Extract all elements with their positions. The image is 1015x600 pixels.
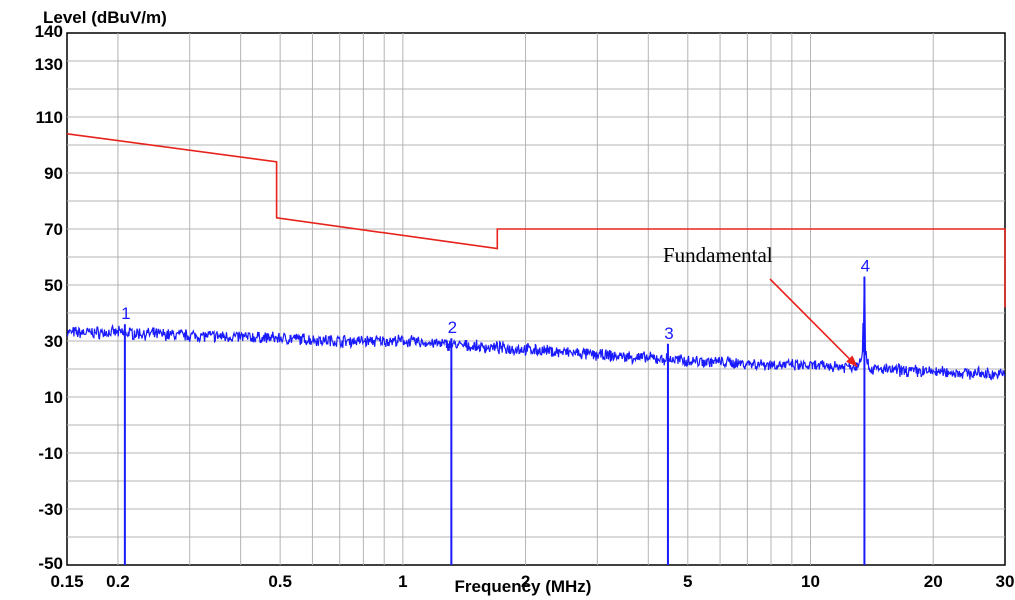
annotation-arrow — [769, 278, 858, 368]
marker-label: 1 — [121, 304, 130, 323]
marker-label: 2 — [448, 318, 457, 337]
x-tick-label: 2 — [521, 572, 530, 591]
y-tick-label: 30 — [44, 332, 63, 351]
marker-1: 1 — [121, 304, 131, 565]
marker-label: 3 — [664, 324, 673, 343]
y-tick-label: -30 — [38, 500, 63, 519]
y-tick-label: 50 — [44, 276, 63, 295]
x-tick-label: 5 — [683, 572, 692, 591]
x-tick-label: 0.5 — [268, 572, 292, 591]
marker-2: 2 — [448, 318, 457, 565]
limit-line — [66, 133, 1006, 308]
y-tick-label: 130 — [35, 55, 63, 74]
y-tick-label: 110 — [36, 108, 63, 127]
annotations-layer: Fundamental — [663, 243, 858, 368]
x-tick-label: 20 — [924, 572, 943, 591]
marker-4: 4 — [861, 257, 870, 565]
y-tick-label: 90 — [44, 164, 63, 183]
y-tick-labels: -50 -30 -10 10 30 50 70 90 110 130 140 — [35, 22, 63, 573]
marker-3: 3 — [664, 324, 674, 565]
x-tick-label: 0.2 — [106, 572, 130, 591]
y-tick-label: -50 — [38, 554, 63, 573]
x-tick-labels: 0.15 0.2 0.5 1 2 5 10 20 30 — [50, 572, 1014, 591]
x-tick-label: 0.15 — [50, 572, 83, 591]
y-axis-label: Level (dBuV/m) — [43, 8, 167, 27]
y-tick-label: 70 — [44, 220, 63, 239]
x-tick-label: 10 — [801, 572, 820, 591]
marker-label: 4 — [861, 257, 870, 276]
annotation-fundamental: Fundamental — [663, 243, 858, 368]
x-axis-label: Frequency (MHz) — [455, 577, 592, 596]
y-tick-label: 10 — [44, 388, 63, 407]
y-tick-label: 140 — [35, 22, 63, 41]
markers-layer: 1 2 3 4 — [121, 257, 870, 565]
y-tick-label: -10 — [38, 444, 63, 463]
x-tick-label: 30 — [996, 572, 1015, 591]
plot-frame — [66, 32, 1006, 566]
x-tick-label: 1 — [398, 572, 407, 591]
annotation-text: Fundamental — [663, 243, 773, 267]
grid — [67, 33, 1005, 565]
